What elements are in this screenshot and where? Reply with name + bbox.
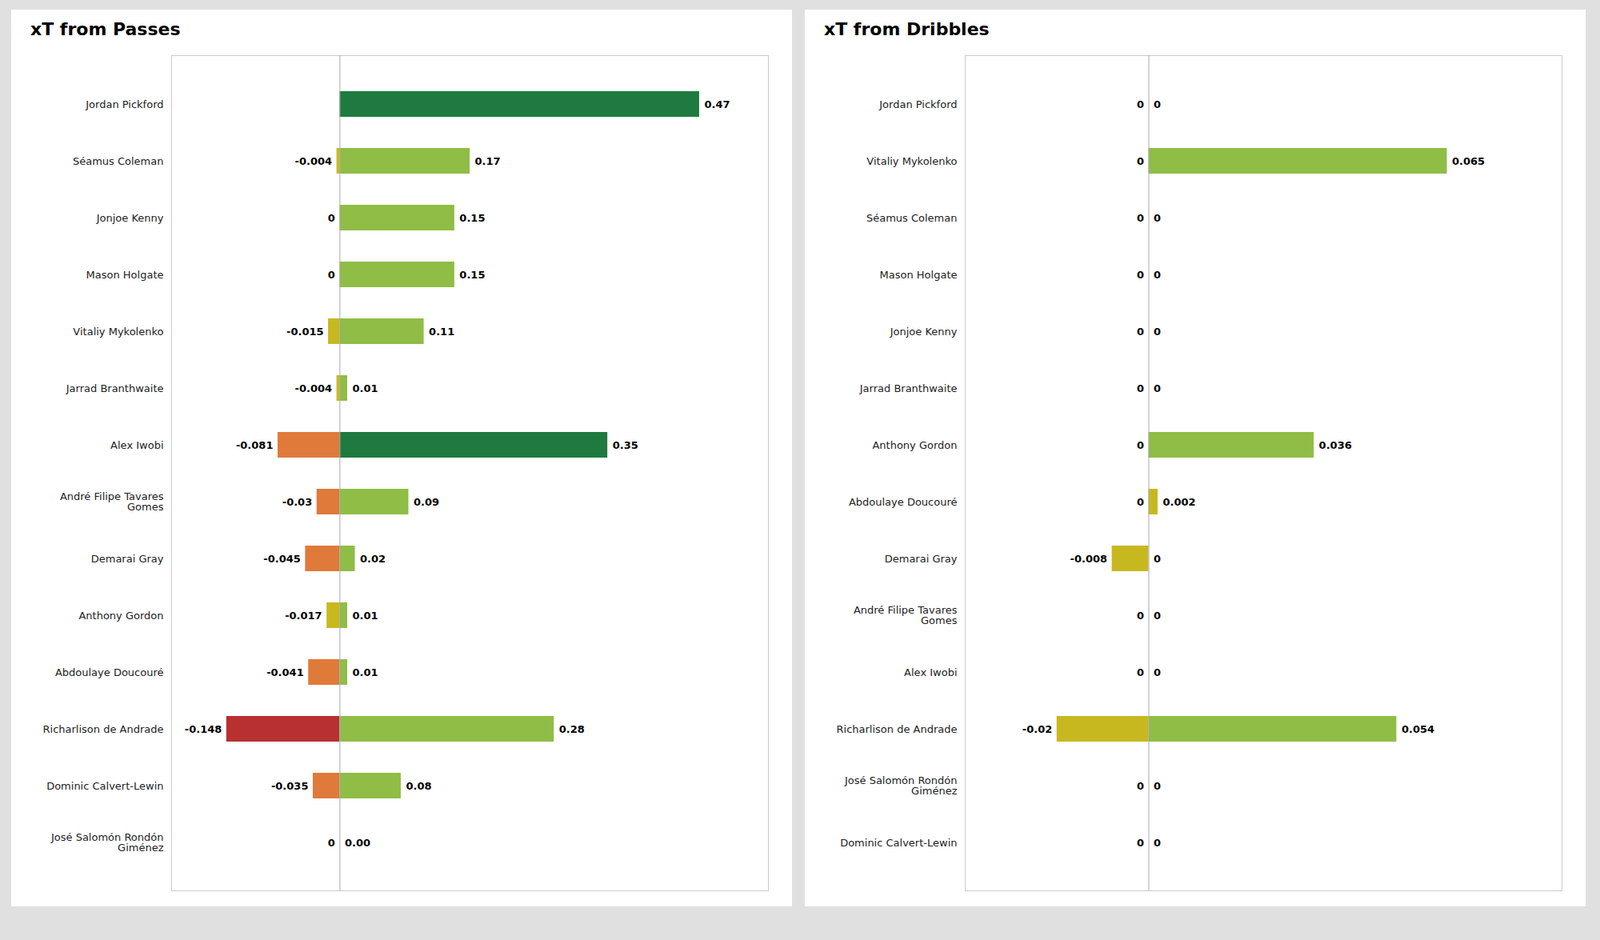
- svg-text:-0.017: -0.017: [284, 609, 323, 622]
- svg-text:Richarlison de Andrade: Richarlison de Andrade: [43, 723, 164, 736]
- svg-text:Anthony Gordon: Anthony Gordon: [78, 609, 164, 622]
- html-text:xT from Dribbles: xT from Dribbles: [824, 19, 990, 40]
- svg-text:0: 0: [1136, 496, 1144, 508]
- svg-text:0: 0: [1153, 325, 1161, 338]
- svg-text:0.00: 0.00: [344, 836, 371, 849]
- svg-text:0.065: 0.065: [1452, 155, 1485, 168]
- svg-text:0.35: 0.35: [612, 439, 639, 452]
- svg-text:-0.015: -0.015: [286, 325, 324, 338]
- svg-text:0: 0: [1153, 98, 1161, 111]
- svg-text:-0.081: -0.081: [236, 439, 274, 452]
- svg-text:0.11: 0.11: [428, 325, 455, 338]
- svg-text:0: 0: [1153, 268, 1161, 281]
- svg-text:0: 0: [1136, 382, 1144, 395]
- svg-text:José Salomón RondónGiménez: José Salomón RondónGiménez: [844, 774, 958, 797]
- svg-text:0: 0: [1136, 780, 1144, 792]
- svg-text:Abdoulaye Doucouré: Abdoulaye Doucouré: [55, 666, 164, 679]
- svg-text:0: 0: [1153, 666, 1161, 679]
- svg-text:Mason Holgate: Mason Holgate: [880, 268, 958, 281]
- svg-text:0.01: 0.01: [352, 666, 378, 679]
- svg-text:Jordan Pickford: Jordan Pickford: [878, 98, 957, 111]
- svg-text:Anthony Gordon: Anthony Gordon: [872, 439, 957, 452]
- svg-text:Jordan Pickford: Jordan Pickford: [84, 98, 164, 111]
- svg-text:Mason Holgate: Mason Holgate: [86, 268, 164, 281]
- svg-text:-0.035: -0.035: [271, 780, 309, 792]
- svg-text:-0.004: -0.004: [295, 155, 333, 168]
- svg-text:André Filipe TavaresGomes: André Filipe TavaresGomes: [60, 490, 164, 513]
- svg-text:0: 0: [1153, 780, 1161, 792]
- svg-text:0.02: 0.02: [360, 552, 386, 565]
- svg-text:André Filipe TavaresGomes: André Filipe TavaresGomes: [853, 604, 958, 627]
- svg-text:Vitaliy Mykolenko: Vitaliy Mykolenko: [72, 325, 164, 338]
- svg-text:Séamus Coleman: Séamus Coleman: [72, 155, 164, 168]
- svg-text:0: 0: [1153, 382, 1161, 395]
- svg-text:Demarai Gray: Demarai Gray: [884, 552, 958, 565]
- svg-text:0: 0: [1136, 609, 1144, 622]
- svg-text:0.08: 0.08: [405, 780, 432, 792]
- svg-text:0.01: 0.01: [352, 382, 378, 395]
- svg-text:0.17: 0.17: [475, 155, 501, 168]
- svg-text:0: 0: [1136, 439, 1144, 452]
- svg-text:0.036: 0.036: [1319, 439, 1352, 452]
- svg-text:Alex Iwobi: Alex Iwobi: [904, 666, 957, 679]
- svg-text:-0.02: -0.02: [1022, 723, 1052, 736]
- svg-text:0: 0: [328, 268, 336, 281]
- svg-text:Jarrad Branthwaite: Jarrad Branthwaite: [859, 382, 958, 395]
- svg-text:0.47: 0.47: [704, 98, 730, 111]
- svg-text:0.002: 0.002: [1163, 496, 1196, 508]
- svg-text:0.09: 0.09: [413, 496, 440, 508]
- svg-text:-0.148: -0.148: [184, 723, 223, 736]
- svg-text:0: 0: [1153, 212, 1161, 224]
- svg-text:Jonjoe Kenny: Jonjoe Kenny: [889, 325, 958, 338]
- svg-text:-0.041: -0.041: [266, 666, 304, 679]
- svg-text:0: 0: [1153, 552, 1161, 565]
- svg-text:0: 0: [1136, 666, 1144, 679]
- html-text:xT from Passes: xT from Passes: [30, 19, 181, 40]
- svg-text:0: 0: [1136, 325, 1144, 338]
- svg-text:-0.004: -0.004: [295, 382, 333, 395]
- svg-text:0.15: 0.15: [459, 268, 485, 281]
- svg-text:Abdoulaye Doucouré: Abdoulaye Doucouré: [848, 496, 958, 508]
- svg-text:Demarai Gray: Demarai Gray: [91, 552, 164, 565]
- svg-text:Jonjoe Kenny: Jonjoe Kenny: [96, 212, 164, 224]
- svg-text:Alex Iwobi: Alex Iwobi: [110, 439, 164, 452]
- svg-text:0: 0: [1136, 155, 1144, 168]
- svg-text:0.15: 0.15: [459, 212, 485, 224]
- svg-text:0: 0: [1153, 836, 1161, 849]
- svg-text:0: 0: [1136, 836, 1144, 849]
- svg-text:-0.008: -0.008: [1070, 552, 1108, 565]
- svg-text:0: 0: [1136, 268, 1144, 281]
- svg-text:Vitaliy Mykolenko: Vitaliy Mykolenko: [866, 155, 957, 168]
- svg-text:Dominic Calvert-Lewin: Dominic Calvert-Lewin: [46, 780, 164, 792]
- svg-text:0: 0: [328, 212, 336, 224]
- svg-text:0.28: 0.28: [559, 723, 585, 736]
- svg-text:0.01: 0.01: [352, 609, 378, 622]
- svg-text:0: 0: [328, 836, 336, 849]
- svg-text:0: 0: [1153, 609, 1161, 622]
- svg-text:José Salomón RondónGiménez: José Salomón RondónGiménez: [50, 831, 164, 854]
- svg-text:Dominic Calvert-Lewin: Dominic Calvert-Lewin: [840, 836, 957, 849]
- svg-text:-0.045: -0.045: [263, 552, 301, 565]
- svg-text:0: 0: [1136, 98, 1144, 111]
- svg-text:0.054: 0.054: [1401, 723, 1435, 736]
- svg-text:Jarrad Branthwaite: Jarrad Branthwaite: [65, 382, 164, 395]
- svg-text:Richarlison de Andrade: Richarlison de Andrade: [836, 723, 958, 736]
- svg-text:Séamus Coleman: Séamus Coleman: [866, 212, 958, 224]
- svg-text:0: 0: [1136, 212, 1144, 224]
- svg-text:-0.03: -0.03: [282, 496, 312, 508]
